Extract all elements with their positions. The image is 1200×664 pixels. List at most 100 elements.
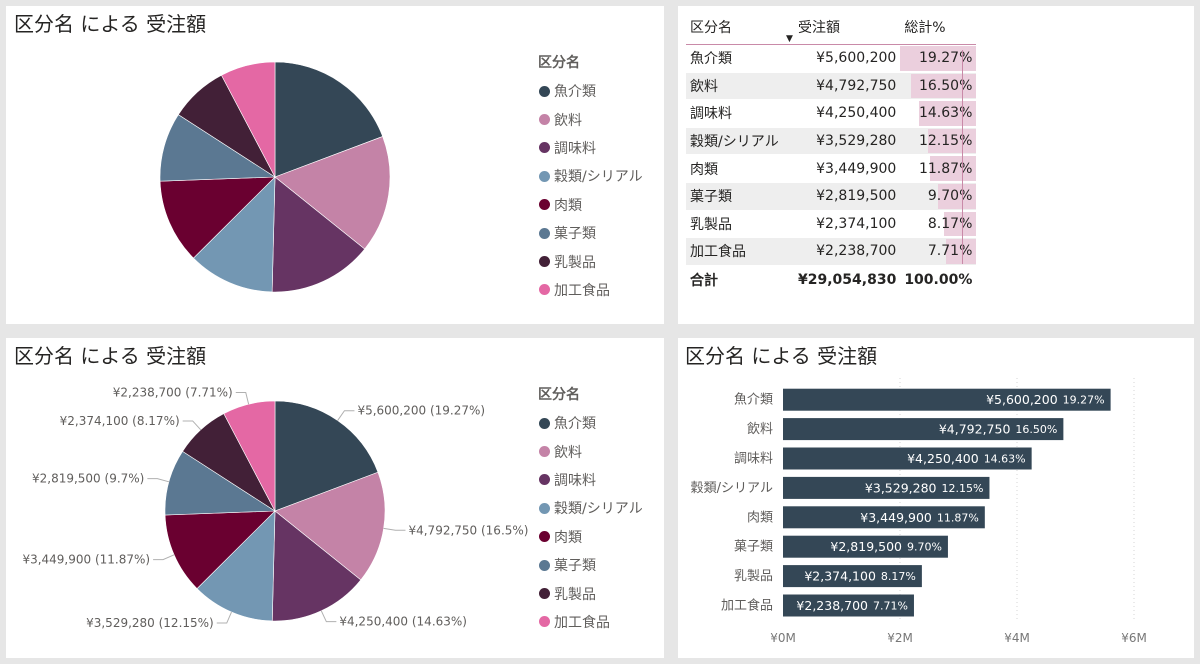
bar[interactable] bbox=[783, 476, 990, 499]
data-bar bbox=[938, 183, 977, 209]
data-label: ¥3,449,900 (11.87%) bbox=[22, 553, 150, 567]
table-row[interactable]: 魚介類 ¥5,600,200 19.27% bbox=[686, 44, 977, 73]
data-bar bbox=[900, 46, 977, 71]
legend-item[interactable]: 飲料 bbox=[538, 437, 643, 465]
percent-value: 12.15% bbox=[918, 133, 973, 150]
legend-item[interactable]: 乳製品 bbox=[538, 247, 643, 275]
bar[interactable] bbox=[783, 565, 922, 588]
pie-chart[interactable] bbox=[6, 6, 664, 324]
bar-percent-label: 8.17% bbox=[881, 570, 916, 583]
data-label-leader-line bbox=[147, 478, 170, 483]
pie-slice[interactable] bbox=[274, 471, 386, 581]
cell-amount: ¥3,449,900 bbox=[794, 154, 901, 183]
cell-category: 加工食品 bbox=[686, 237, 794, 266]
data-label: ¥2,238,700 (7.71%) bbox=[113, 386, 233, 400]
bar[interactable] bbox=[783, 594, 914, 617]
legend-item[interactable]: 肉類 bbox=[538, 191, 643, 219]
legend-item[interactable]: 調味料 bbox=[538, 466, 643, 494]
legend-item[interactable]: 菓子類 bbox=[538, 219, 643, 247]
legend-marker bbox=[539, 588, 550, 600]
legend-item[interactable]: 魚介類 bbox=[538, 77, 643, 105]
table-row[interactable]: 肉類 ¥3,449,900 11.87% bbox=[686, 154, 977, 183]
legend-item[interactable]: 菓子類 bbox=[538, 551, 643, 579]
table-row[interactable]: 穀類/シリアル ¥3,529,280 12.15% bbox=[686, 127, 977, 156]
bar-value-label: ¥2,238,700 bbox=[796, 598, 868, 613]
data-label-leader-line bbox=[182, 420, 202, 431]
legend-label: 魚介類 bbox=[554, 84, 596, 101]
bar[interactable] bbox=[783, 535, 948, 558]
cell-percent: 8.17% bbox=[900, 210, 977, 239]
legend-item[interactable]: 飲料 bbox=[538, 105, 643, 133]
data-label-leader-line bbox=[153, 554, 175, 561]
pie-slice[interactable] bbox=[271, 176, 366, 293]
legend-marker bbox=[539, 85, 550, 97]
pie-slice[interactable] bbox=[274, 61, 384, 178]
legend-label: 加工食品 bbox=[554, 614, 610, 631]
data-label-leader-line bbox=[320, 610, 337, 623]
legend-item[interactable]: 肉類 bbox=[538, 523, 643, 551]
matrix-table: 区分名 受注額 総計% 魚介類 ¥5,600,200 19.27% 飲料 ¥4,792,… bbox=[686, 10, 977, 295]
table-row[interactable]: 調味料 ¥4,250,400 14.63% bbox=[686, 99, 977, 128]
pie-slice[interactable] bbox=[196, 510, 276, 622]
matrix-table-panel: 区分名 受注額 総計% 魚介類 ¥5,600,200 19.27% 飲料 ¥4,792,… bbox=[678, 6, 1194, 324]
data-bar bbox=[928, 128, 977, 154]
chart-title: 区分名 による 受注額 bbox=[685, 344, 878, 368]
percent-value: 16.50% bbox=[918, 77, 973, 94]
bar-value-label: ¥2,374,100 bbox=[804, 569, 876, 584]
bar[interactable] bbox=[783, 447, 1032, 470]
table-row[interactable]: 乳製品 ¥2,374,100 8.17% bbox=[686, 210, 977, 239]
cell-amount: ¥2,374,100 bbox=[794, 210, 901, 239]
x-tick-label: ¥4M bbox=[1004, 631, 1030, 645]
column-header-percent[interactable]: 総計% bbox=[900, 10, 977, 45]
cell-category: 乳製品 bbox=[686, 210, 794, 239]
legend: 区分名 魚介類 飲料 調味料 穀類/シリアル 肉類 菓子類 乳製品 加工食品 bbox=[538, 384, 643, 636]
cell-amount: ¥4,792,750 bbox=[794, 72, 901, 101]
pie-slice[interactable] bbox=[193, 176, 276, 293]
bar-chart[interactable]: ¥0M ¥2M ¥4M ¥6M 魚介類 19.27% ¥5,600,200 飲料 16.50% ¥… bbox=[678, 338, 1194, 658]
legend-item[interactable]: 乳製品 bbox=[538, 579, 643, 607]
legend-label: 調味料 bbox=[554, 140, 596, 157]
legend-label: 調味料 bbox=[554, 472, 596, 489]
legend-marker bbox=[539, 446, 550, 458]
pie-slice[interactable] bbox=[159, 176, 276, 259]
legend-marker bbox=[539, 559, 550, 571]
x-tick-label: ¥0M bbox=[770, 631, 796, 645]
cell-percent: 9.70% bbox=[900, 182, 977, 211]
pie-chart-labeled[interactable]: ¥5,600,200 (19.27%) ¥4,792,750 (16.5%) ¥4,… bbox=[6, 338, 664, 658]
pie-chart-panel: 区分名 による 受注額 区分名 魚介類 飲料 調味料 穀類/シリアル 肉類 菓子類 乳製品加… bbox=[6, 6, 664, 324]
table-row[interactable]: 加工食品 ¥2,238,700 7.71% bbox=[686, 237, 977, 266]
legend-label: 魚介類 bbox=[554, 416, 596, 433]
cell-amount: ¥2,238,700 bbox=[794, 237, 901, 266]
legend-item[interactable]: 穀類/シリアル bbox=[538, 162, 643, 190]
column-header-amount[interactable]: 受注額 bbox=[794, 10, 901, 45]
y-category-label: 飲料 bbox=[747, 421, 773, 437]
x-tick-label: ¥2M bbox=[887, 631, 913, 645]
sort-descending-icon[interactable]: ▼ bbox=[786, 34, 793, 44]
legend-item[interactable]: 魚介類 bbox=[538, 409, 643, 437]
pie-slice[interactable] bbox=[274, 136, 391, 250]
legend-item[interactable]: 穀類/シリアル bbox=[538, 494, 643, 522]
legend-item[interactable]: 加工食品 bbox=[538, 276, 643, 304]
pie-slice[interactable] bbox=[223, 400, 276, 512]
column-header-category[interactable]: 区分名 bbox=[686, 10, 794, 45]
bar[interactable] bbox=[783, 506, 985, 529]
legend-item[interactable]: 調味料 bbox=[538, 134, 643, 162]
y-category-label: 穀類/シリアル bbox=[691, 481, 773, 496]
total-label: 合計 bbox=[686, 264, 794, 295]
legend-label: 肉類 bbox=[554, 529, 582, 546]
legend-item[interactable]: 加工食品 bbox=[538, 608, 643, 636]
legend-label: 穀類/シリアル bbox=[554, 501, 643, 518]
bar-chart-panel: 区分名 による 受注額 ¥0M ¥2M ¥4M ¥6M 魚介類 19.27% ¥5,600,… bbox=[678, 338, 1194, 658]
total-row: 合計 ¥29,054,830 100.00% bbox=[686, 264, 977, 295]
legend-marker bbox=[539, 616, 550, 628]
pie-slice[interactable] bbox=[221, 61, 276, 178]
pie-slice[interactable] bbox=[271, 510, 362, 622]
bar-value-label: ¥4,250,400 bbox=[907, 451, 979, 466]
x-tick-label: ¥6M bbox=[1121, 631, 1147, 645]
table-row[interactable]: 菓子類 ¥2,819,500 9.70% bbox=[686, 182, 977, 211]
legend-marker bbox=[539, 142, 550, 154]
table-row[interactable]: 飲料 ¥4,792,750 16.50% bbox=[686, 72, 977, 101]
data-label-leader-line bbox=[235, 392, 250, 405]
bar[interactable] bbox=[783, 388, 1111, 411]
bar[interactable] bbox=[783, 418, 1064, 441]
